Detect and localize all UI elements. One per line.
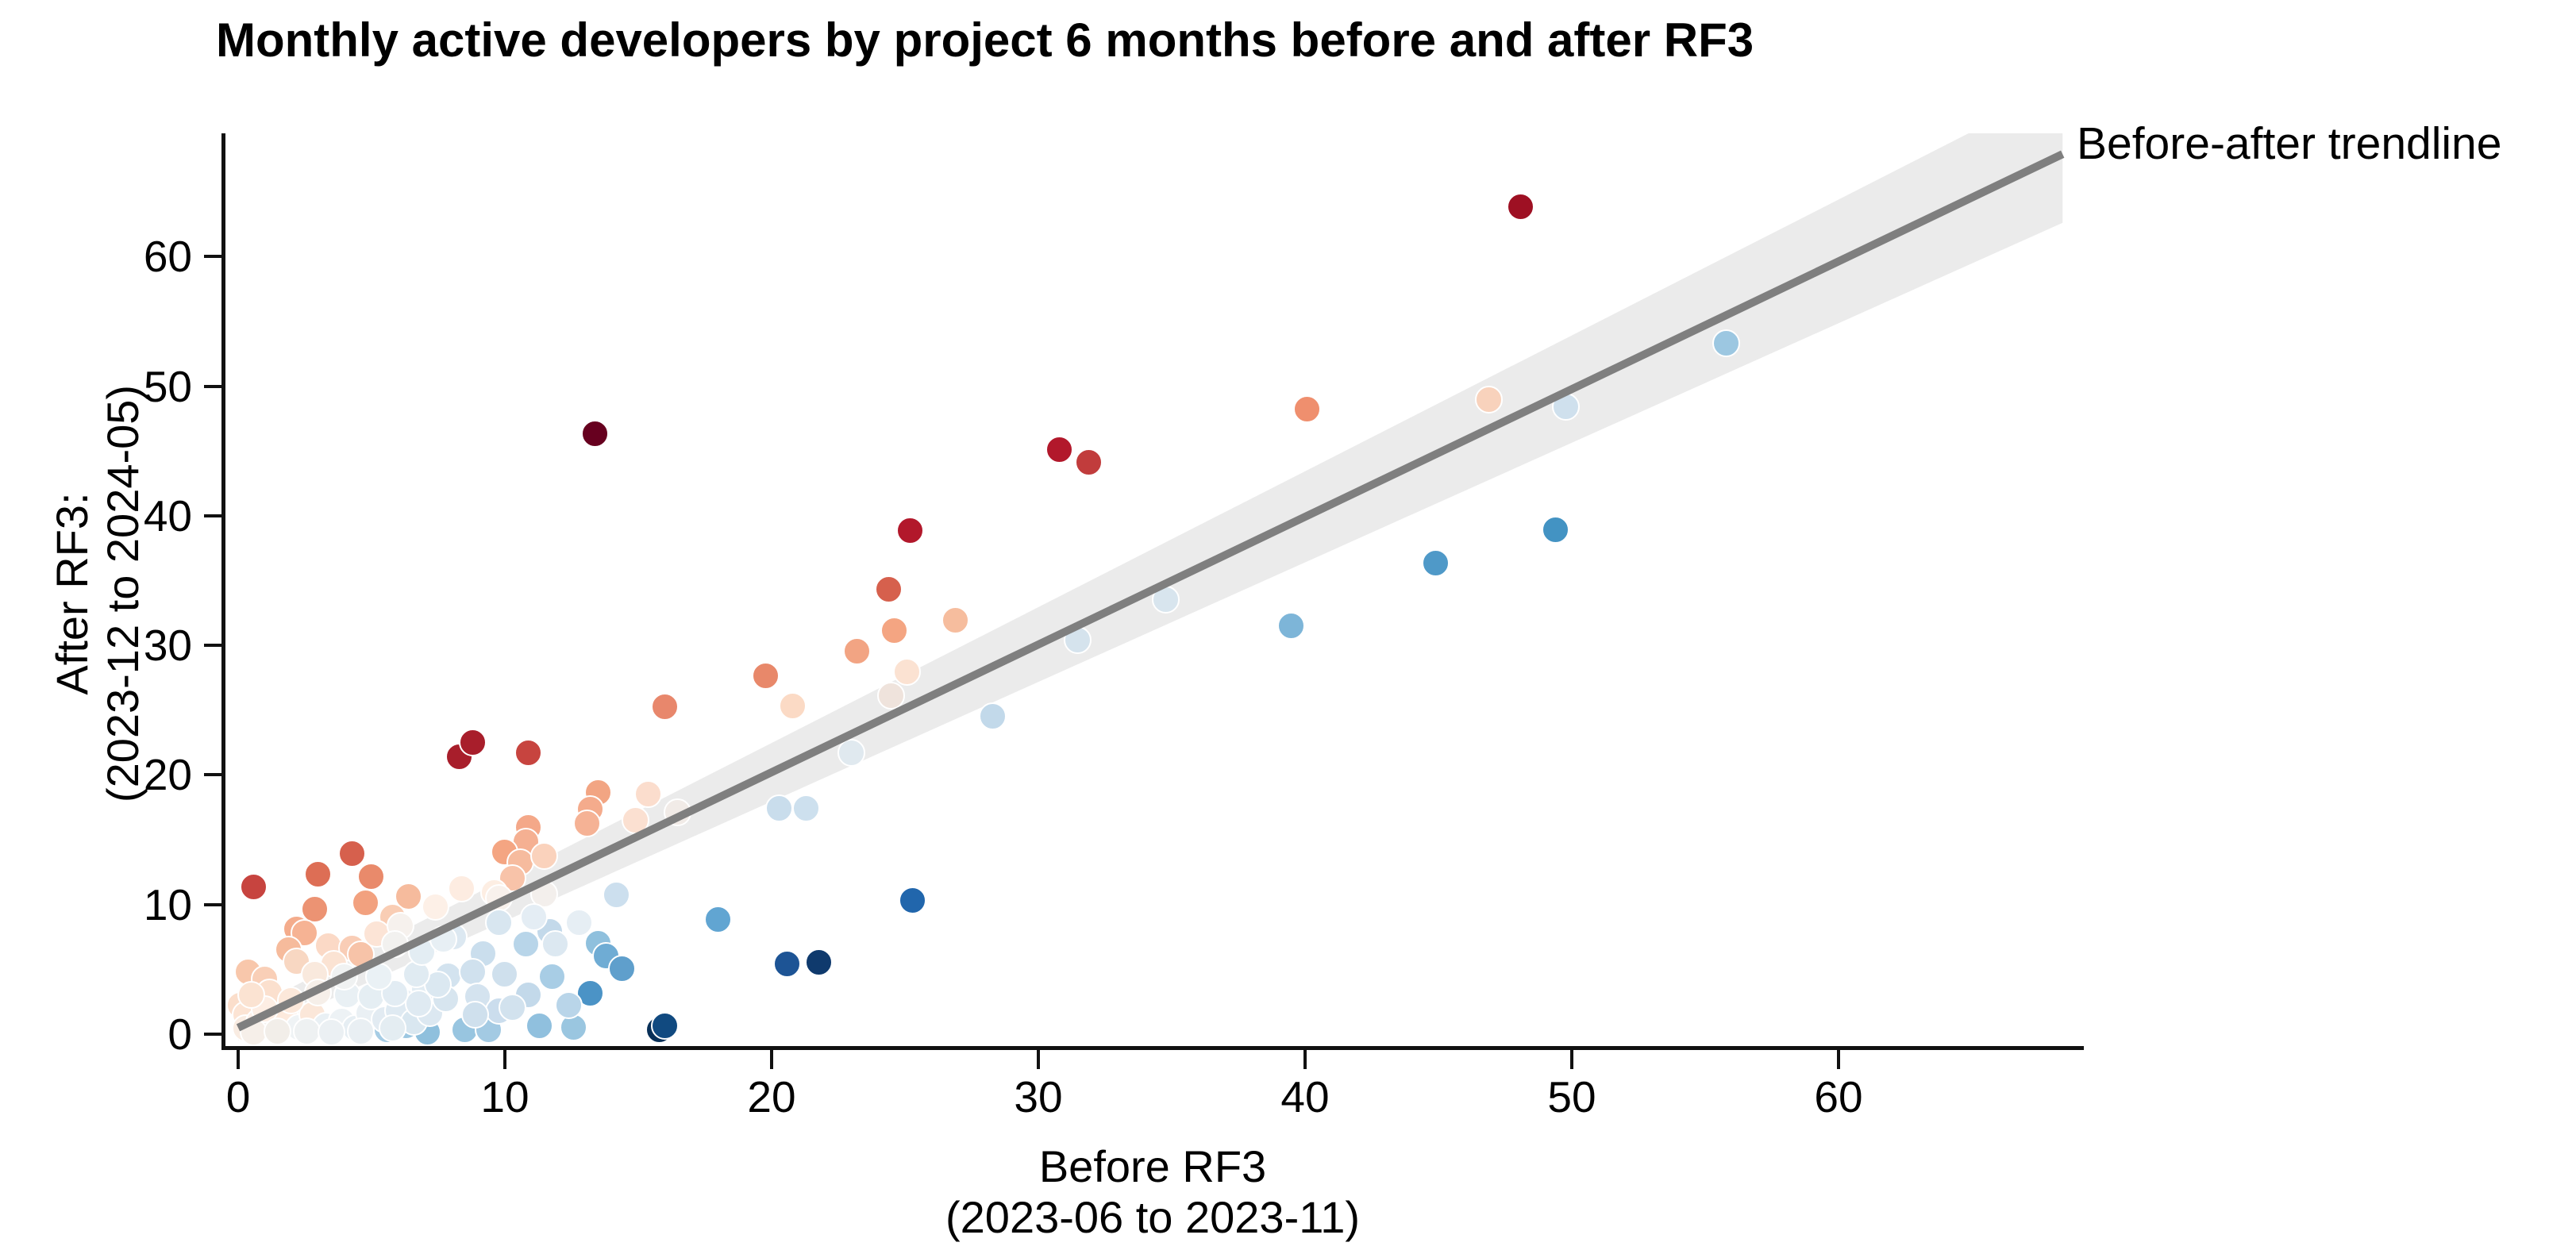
scatter-point — [1045, 435, 1073, 464]
scatter-point — [511, 930, 540, 959]
x-tick-label: 20 — [747, 1072, 796, 1121]
y-tick-label: 20 — [143, 750, 192, 800]
scatter-point — [1421, 549, 1450, 578]
y-tick-label: 60 — [143, 232, 192, 282]
x-tick-mark — [237, 1050, 240, 1069]
y-tick-label: 10 — [143, 879, 192, 929]
scatter-point — [805, 948, 834, 977]
scatter-point — [941, 606, 969, 635]
y-tick-mark — [204, 255, 223, 259]
y-tick-mark — [204, 773, 223, 777]
y-tick-mark — [204, 1033, 223, 1036]
y-tick-mark — [204, 644, 223, 648]
x-axis-spine — [221, 1046, 2084, 1050]
scatter-point — [650, 1012, 679, 1041]
x-axis-label: Before RF3 (2023-06 to 2023-11) — [756, 1141, 1550, 1243]
x-axis-label-line2: (2023-06 to 2023-11) — [945, 1192, 1360, 1242]
x-tick-mark — [1837, 1050, 1840, 1069]
x-tick-label: 40 — [1280, 1072, 1330, 1121]
x-tick-label: 60 — [1814, 1072, 1863, 1121]
scatter-point — [240, 873, 268, 902]
scatter-point — [530, 842, 559, 871]
x-tick-mark — [1570, 1050, 1573, 1069]
scatter-point — [1277, 611, 1306, 640]
scatter-point — [514, 738, 543, 767]
scatter-point — [317, 1017, 345, 1046]
scatter-point — [378, 1014, 406, 1043]
scatter-point — [603, 881, 631, 910]
scatter-point — [381, 979, 410, 1008]
scatter-point — [338, 840, 367, 867]
scatter-point — [538, 963, 567, 991]
scatter-point — [264, 1017, 292, 1045]
scatter-point — [565, 908, 594, 937]
scatter-point — [880, 617, 908, 645]
scatter-point — [1541, 515, 1569, 544]
scatter-point — [899, 886, 927, 914]
scatter-point — [1712, 329, 1740, 357]
scatter-point — [1293, 394, 1322, 423]
scatter-point — [634, 779, 663, 808]
scatter-point — [877, 681, 906, 710]
scatter-point — [752, 662, 780, 690]
y-tick-label: 40 — [143, 490, 192, 540]
y-tick-label: 30 — [143, 621, 192, 671]
x-tick-mark — [1037, 1050, 1040, 1069]
scatter-point — [485, 908, 514, 937]
y-tick-mark — [204, 384, 223, 388]
trendline-layer — [236, 150, 2065, 1032]
x-tick-label: 0 — [225, 1072, 251, 1121]
y-axis-spine — [221, 133, 225, 1050]
y-tick-label: 50 — [143, 361, 192, 411]
scatter-point — [703, 906, 732, 934]
scatter-point — [237, 981, 265, 1009]
scatter-point — [293, 1017, 322, 1045]
x-tick-label: 30 — [1014, 1072, 1063, 1121]
x-tick-mark — [1303, 1050, 1307, 1069]
scatter-point — [554, 991, 583, 1020]
y-tick-mark — [204, 902, 223, 906]
scatter-point — [525, 1012, 553, 1041]
trendline — [236, 150, 2065, 1032]
scatter-point — [893, 658, 922, 687]
x-axis-label-line1: Before RF3 — [1038, 1141, 1267, 1191]
x-tick-label: 10 — [480, 1072, 529, 1121]
scatter-point — [895, 517, 924, 545]
scatter-point — [491, 960, 518, 988]
x-tick-label: 50 — [1547, 1072, 1596, 1121]
scatter-point — [421, 892, 449, 921]
scatter-point — [607, 955, 636, 983]
scatter-point — [773, 949, 802, 978]
scatter-point — [303, 860, 332, 889]
scatter-point — [519, 903, 548, 932]
trendline-legend-label: Before-after trendline — [2077, 118, 2502, 169]
scatter-point — [1074, 448, 1103, 476]
scatter-point — [978, 702, 1007, 730]
scatter-point — [842, 637, 871, 666]
scatter-point — [461, 1000, 490, 1029]
scatter-point — [541, 930, 569, 959]
scatter-point — [874, 575, 903, 603]
chart-title: Monthly active developers by project 6 m… — [216, 13, 1754, 67]
scatter-point — [573, 810, 602, 838]
scatter-point — [1507, 193, 1535, 221]
scatter-point — [837, 738, 865, 767]
scatter-point — [448, 875, 476, 903]
scatter-point — [499, 994, 527, 1022]
y-tick-mark — [204, 514, 223, 517]
scatter-point — [778, 691, 807, 720]
x-tick-mark — [770, 1050, 773, 1069]
scatter-point — [458, 728, 487, 756]
scatter-point — [1474, 386, 1503, 414]
scatter-point — [791, 794, 820, 822]
scatter-point — [346, 1017, 375, 1045]
scatter-point — [650, 693, 679, 721]
x-tick-mark — [503, 1050, 506, 1069]
y-tick-label: 0 — [167, 1010, 192, 1059]
scatter-point — [581, 419, 610, 448]
scatter-point — [352, 889, 380, 917]
